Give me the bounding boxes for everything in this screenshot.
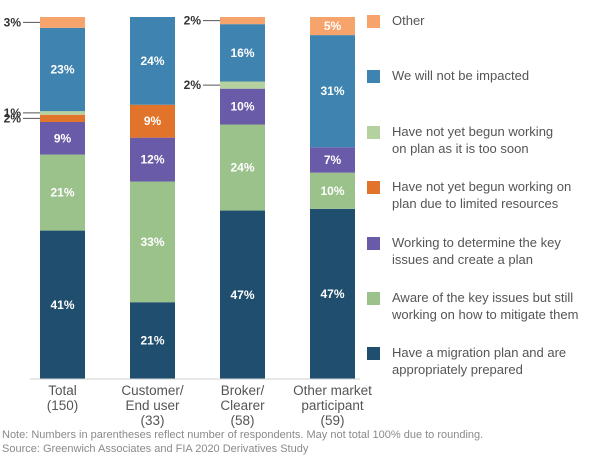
chart-legend: Other We will not be impacted Have not yet… (367, 12, 597, 382)
bar-segment-4-aware-of-the-key-issues- (310, 172, 355, 209)
category-label: Total (150) (46, 383, 79, 413)
value-label: 9% (54, 131, 72, 145)
bar-segment-2-we-will-not-be-impacted (130, 17, 175, 105)
bar-segment-1-have-not-yet-begun-worki (40, 114, 85, 122)
value-label: 24% (140, 54, 164, 68)
bar-segment-4-working-to-determine-the (310, 147, 355, 173)
legend-swatch (367, 347, 380, 360)
legend-label: Have not yet begun working on plan due t… (392, 179, 572, 211)
bar-segment-3-have-not-yet-begun-worki (220, 81, 265, 89)
legend-item: Have not yet begun working on plan due t… (367, 178, 597, 212)
bar-segment-2-aware-of-the-key-issues- (130, 181, 175, 303)
legend-item: Have a migration plan and are appropriat… (367, 344, 597, 378)
value-label: 7% (324, 153, 342, 167)
bar-segment-1-we-will-not-be-impacted (40, 27, 85, 112)
bar-segment-4-have-a-migration-plan-an (310, 208, 355, 379)
bar-segment-4-other (310, 17, 355, 36)
value-label: 31% (320, 84, 344, 98)
value-label: 3% (4, 15, 22, 29)
value-label: 2% (184, 78, 202, 92)
value-label: 12% (140, 153, 164, 167)
bar-segment-4-we-will-not-be-impacted (310, 35, 355, 148)
value-label: 2% (4, 111, 22, 125)
value-label: 1% (4, 106, 22, 120)
legend-item: Aware of the key issues but still workin… (367, 289, 597, 323)
bar-segment-3-aware-of-the-key-issues- (220, 124, 265, 211)
value-label: 47% (320, 287, 344, 301)
legend-swatch (367, 70, 380, 83)
category-label: Broker/ Clearer (58) (220, 383, 265, 428)
value-label: 23% (50, 62, 74, 76)
bar-segment-2-have-a-migration-plan-an (130, 302, 175, 379)
value-label: 5% (324, 19, 342, 33)
legend-swatch (367, 292, 380, 305)
category-label: Customer/ End user (33) (121, 383, 184, 428)
bar-segment-3-other (220, 17, 265, 25)
legend-swatch (367, 126, 380, 139)
legend-swatch (367, 181, 380, 194)
value-label: 24% (230, 161, 254, 175)
bar-segment-1-aware-of-the-key-issues- (40, 154, 85, 231)
bar-segment-3-working-to-determine-the (220, 88, 265, 125)
chart-source: Source: Greenwich Associates and FIA 202… (2, 443, 309, 455)
bar-segment-1-working-to-determine-the (40, 121, 85, 155)
category-label: Other market participant (59) (293, 383, 372, 428)
legend-label: Other (392, 13, 425, 28)
value-label: 10% (230, 100, 254, 114)
chart-plot-area: 41%21%9%2%1%23%3%21%33%12%9%24%47%24%10%… (4, 14, 360, 380)
bar-segment-1-other (40, 17, 85, 28)
chart-footnote: Note: Numbers in parentheses reflect num… (2, 429, 484, 441)
bar-segment-2-have-not-yet-begun-worki (130, 104, 175, 138)
bar-segment-2-working-to-determine-the (130, 137, 175, 182)
bar-segment-1-have-a-migration-plan-an (40, 230, 85, 379)
legend-item: Have not yet begun working on plan as it… (367, 123, 597, 157)
legend-item: We will not be impacted (367, 67, 597, 84)
value-label: 33% (140, 235, 164, 249)
legend-swatch (367, 15, 380, 28)
legend-label: Have not yet begun working on plan as it… (392, 124, 554, 156)
value-label: 21% (50, 186, 74, 200)
bar-segment-3-we-will-not-be-impacted (220, 24, 265, 82)
legend-item: Working to determine the key issues and … (367, 234, 597, 268)
value-label: 21% (140, 334, 164, 348)
legend-swatch (367, 237, 380, 250)
value-label: 47% (230, 288, 254, 302)
bar-segment-3-have-a-migration-plan-an (220, 210, 265, 379)
bar-segment-1-have-not-yet-begun-worki (40, 111, 85, 115)
value-label: 16% (230, 46, 254, 60)
value-label: 10% (320, 184, 344, 198)
value-label: 2% (184, 14, 202, 28)
value-label: 41% (50, 298, 74, 312)
legend-label: Working to determine the key issues and … (392, 235, 561, 267)
value-label: 9% (144, 114, 162, 128)
legend-label: Have a migration plan and are appropriat… (392, 345, 567, 377)
legend-label: We will not be impacted (392, 68, 530, 83)
legend-item: Other (367, 12, 597, 29)
legend-label: Aware of the key issues but still workin… (392, 290, 579, 322)
